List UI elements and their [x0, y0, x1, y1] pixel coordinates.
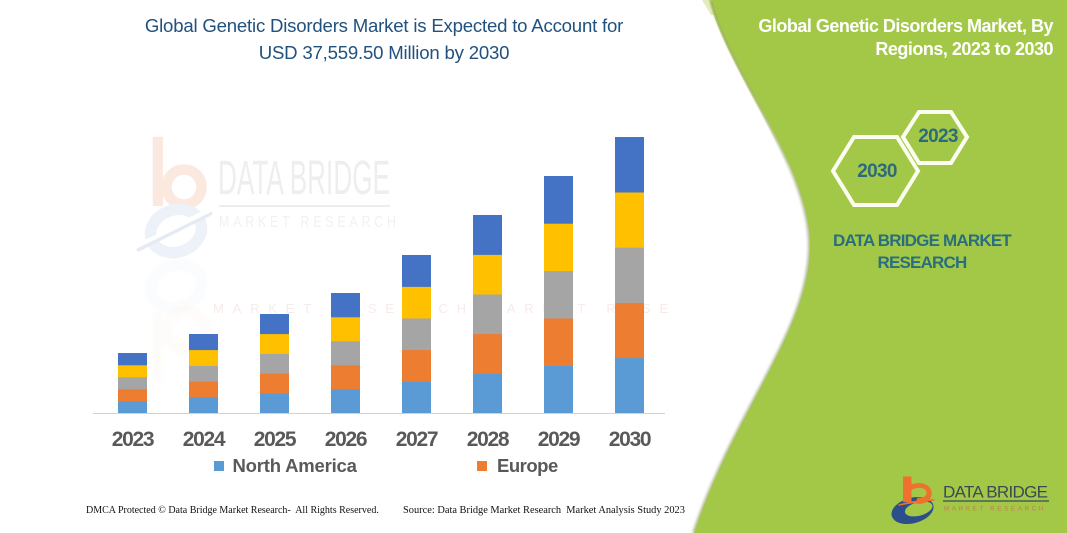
svg-text:DATA BRIDGE: DATA BRIDGE: [943, 483, 1048, 502]
svg-text:MARKET RESEARCH: MARKET RESEARCH: [944, 506, 1047, 513]
